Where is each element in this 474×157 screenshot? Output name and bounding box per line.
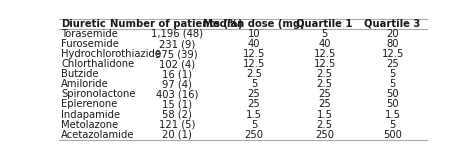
Text: 975 (39): 975 (39) (155, 49, 198, 59)
Text: 40: 40 (319, 39, 331, 49)
Text: 25: 25 (318, 100, 331, 109)
Text: 25: 25 (247, 89, 260, 99)
Text: 12.5: 12.5 (243, 49, 265, 59)
Text: Chlorthalidone: Chlorthalidone (61, 59, 134, 69)
Text: 231 (9): 231 (9) (159, 39, 195, 49)
Text: Eplerenone: Eplerenone (61, 100, 118, 109)
Text: Diuretic: Diuretic (61, 19, 106, 29)
Text: Acetazolamide: Acetazolamide (61, 130, 135, 140)
Text: 500: 500 (383, 130, 402, 140)
Text: 20: 20 (386, 29, 399, 39)
Text: 1.5: 1.5 (317, 110, 333, 119)
Text: 12.5: 12.5 (243, 59, 265, 69)
Text: 2.5: 2.5 (317, 79, 333, 89)
Text: Metolazone: Metolazone (61, 120, 118, 130)
Text: 20 (1): 20 (1) (162, 130, 192, 140)
Text: Quartile 3: Quartile 3 (365, 19, 421, 29)
Text: 5: 5 (321, 29, 328, 39)
Text: 12.5: 12.5 (313, 49, 336, 59)
Text: 50: 50 (386, 100, 399, 109)
Text: Spironolactone: Spironolactone (61, 89, 136, 99)
Text: 2.5: 2.5 (317, 69, 333, 79)
Text: 12.5: 12.5 (382, 49, 404, 59)
Text: Amiloride: Amiloride (61, 79, 109, 89)
Text: Hydrochlorothiazide: Hydrochlorothiazide (61, 49, 161, 59)
Text: 5: 5 (390, 79, 396, 89)
Text: 1.5: 1.5 (246, 110, 262, 119)
Text: 50: 50 (386, 89, 399, 99)
Text: Quartile 1: Quartile 1 (296, 19, 353, 29)
Text: Median dose (mg): Median dose (mg) (203, 19, 305, 29)
Text: 2.5: 2.5 (246, 69, 262, 79)
Text: Indapamide: Indapamide (61, 110, 120, 119)
Text: 250: 250 (315, 130, 334, 140)
Text: 5: 5 (390, 120, 396, 130)
Text: 25: 25 (386, 59, 399, 69)
Text: Torasemide: Torasemide (61, 29, 118, 39)
Text: 2.5: 2.5 (317, 120, 333, 130)
Text: 250: 250 (245, 130, 264, 140)
Text: 121 (5): 121 (5) (159, 120, 195, 130)
Text: 80: 80 (386, 39, 399, 49)
Text: 97 (4): 97 (4) (162, 79, 192, 89)
Text: 12.5: 12.5 (313, 59, 336, 69)
Text: 10: 10 (247, 29, 260, 39)
Text: Butzide: Butzide (61, 69, 99, 79)
Text: 102 (4): 102 (4) (159, 59, 195, 69)
Text: 1.5: 1.5 (384, 110, 401, 119)
Text: 16 (1): 16 (1) (162, 69, 192, 79)
Text: 5: 5 (251, 120, 257, 130)
Text: 403 (16): 403 (16) (155, 89, 198, 99)
Text: 1,196 (48): 1,196 (48) (151, 29, 203, 39)
Text: Number of patients (%): Number of patients (%) (110, 19, 243, 29)
Text: 25: 25 (247, 100, 260, 109)
Text: 5: 5 (390, 69, 396, 79)
Text: 58 (2): 58 (2) (162, 110, 192, 119)
Text: 25: 25 (318, 89, 331, 99)
Text: 5: 5 (251, 79, 257, 89)
Text: Furosemide: Furosemide (61, 39, 119, 49)
Text: 40: 40 (248, 39, 260, 49)
Text: 15 (1): 15 (1) (162, 100, 192, 109)
